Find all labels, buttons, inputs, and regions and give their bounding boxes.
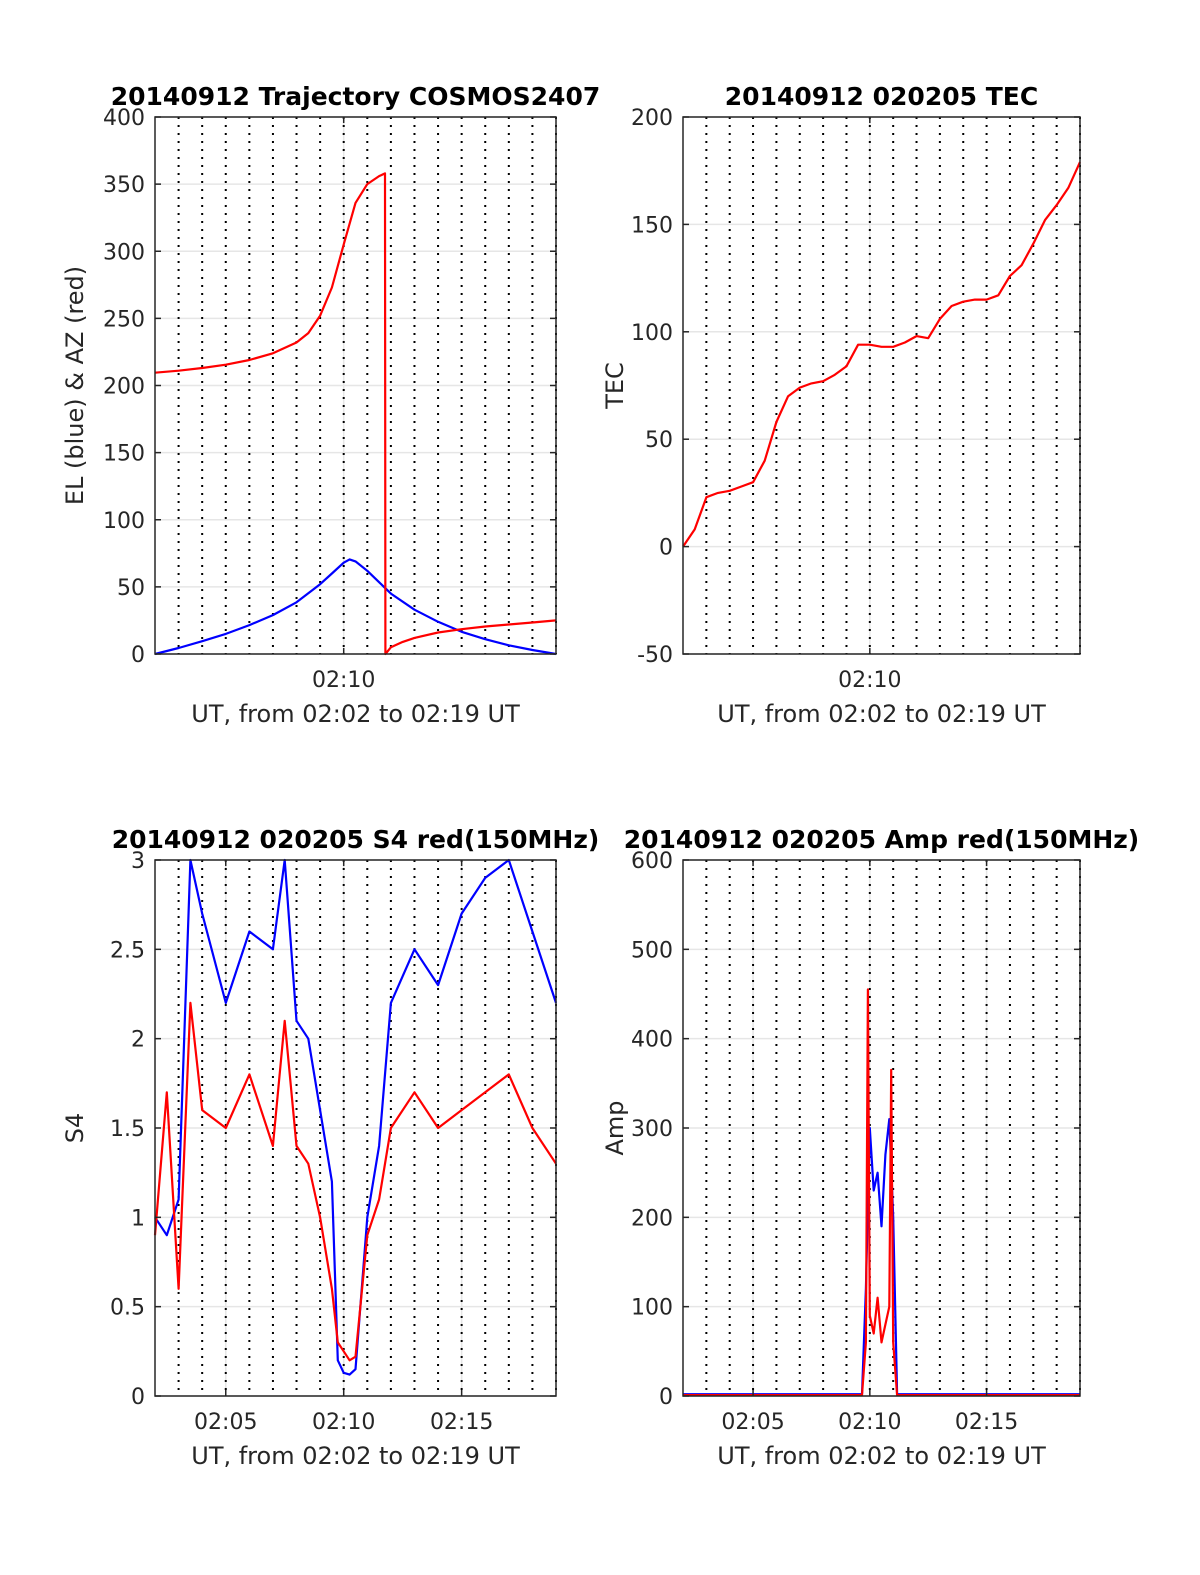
y-axis-label: S4 [61,1113,89,1144]
y-tick-label: 200 [103,375,145,400]
y-tick-label: 400 [631,1028,673,1053]
y-tick-label: 400 [103,106,145,131]
y-tick-label: -50 [637,643,673,668]
y-tick-label: 2 [131,1028,145,1053]
y-tick-label: 500 [631,938,673,963]
x-tick-label: 02:05 [194,1410,257,1435]
chart-title: 20140912 020205 Amp red(150MHz) [624,825,1140,854]
x-tick-label: 02:10 [312,1410,375,1435]
series-line-0 [154,858,558,1376]
x-axis-label: UT, from 02:02 to 02:19 UT [717,700,1046,728]
x-axis-label: UT, from 02:02 to 02:19 UT [191,1442,520,1470]
series-line-1 [154,172,557,656]
y-tick-label: 2.5 [110,938,145,963]
x-tick-label: 02:05 [721,1410,784,1435]
series-line-0 [683,1118,1080,1396]
y-tick-label: 250 [103,307,145,332]
axes-frame [682,116,1081,655]
y-tick-label: 50 [645,428,673,453]
chart-s4: 0 0.5 1 1.5 2 2.5 3 02:05 02:10 02:15 20140912 020… [61,825,599,1470]
series-line-1 [153,1001,557,1362]
y-axis-label: TEC [601,362,629,410]
x-tick-label: 02:10 [312,668,375,693]
y-tick-label: 100 [631,321,673,346]
y-tick-label: 1.5 [110,1117,145,1142]
y-axis-label: EL (blue) & AZ (red) [61,266,89,505]
x-tick-label: 02:10 [838,668,901,693]
y-tick-label: 600 [631,849,673,874]
y-axis-label: Amp [601,1100,629,1155]
chart-amp: 0 100 200 300 400 500 600 02:05 02:10 02:15 201409… [601,825,1139,1470]
y-tick-label: 0 [131,643,145,668]
y-tick-label: 300 [103,240,145,265]
series-line-0 [682,161,1082,548]
y-tick-label: 100 [631,1296,673,1321]
y-tick-label: 0 [659,1385,673,1410]
x-axis-label: UT, from 02:02 to 02:19 UT [717,1442,1046,1470]
chart-title: 20140912 020205 S4 red(150MHz) [112,825,600,854]
chart-title: 20140912 020205 TEC [725,82,1038,111]
y-tick-label: 50 [117,576,145,601]
x-tick-label: 02:15 [955,1410,1018,1435]
chart-tec: -50 0 50 100 150 200 02:10 20140912 020205 TEC U… [601,82,1082,728]
y-tick-label: 300 [631,1117,673,1142]
series-line-1 [683,988,1080,1397]
y-tick-label: 1 [131,1206,145,1231]
y-tick-label: 0.5 [110,1296,145,1321]
x-axis-label: UT, from 02:02 to 02:19 UT [191,700,520,728]
y-tick-label: 150 [631,213,673,238]
chart-trajectory: 0 50 100 150 200 250 300 350 400 02:10 20140912 Tr… [61,82,600,728]
chart-title: 20140912 Trajectory COSMOS2407 [111,82,601,111]
y-tick-label: 0 [659,536,673,561]
series-line-0 [154,558,557,656]
y-tick-label: 200 [631,106,673,131]
y-tick-label: 100 [103,509,145,534]
y-tick-label: 350 [103,173,145,198]
y-tick-label: 150 [103,442,145,467]
y-tick-label: 0 [131,1385,145,1410]
y-tick-label: 3 [131,849,145,874]
x-tick-label: 02:10 [838,1410,901,1435]
x-tick-label: 02:15 [430,1410,493,1435]
y-tick-label: 200 [631,1206,673,1231]
